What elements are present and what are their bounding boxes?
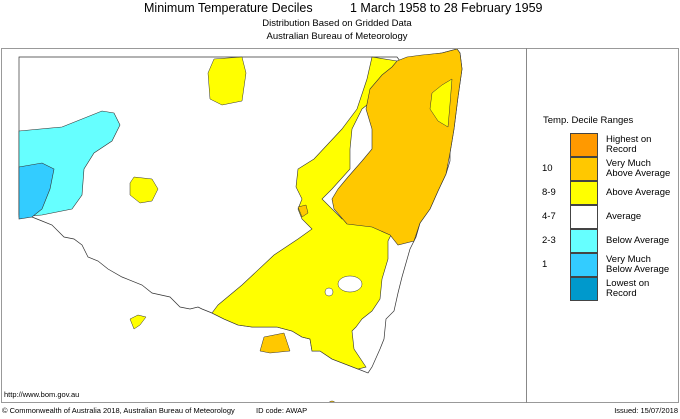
legend-panel: Temp. Decile Ranges — [527, 49, 679, 402]
copyright-text: © Commonwealth of Australia 2018, Austra… — [2, 406, 235, 415]
map-title-bar: Minimum Temperature Deciles 1 March 1958… — [0, 1, 680, 17]
map-title: Minimum Temperature Deciles — [144, 1, 313, 15]
issued-date: Issued: 15/07/2018 — [614, 406, 678, 415]
very-much-above-region-centre — [297, 204, 309, 218]
very-much-below-region — [18, 162, 55, 220]
above-average-region-small — [129, 314, 147, 330]
legend-title: Temp. Decile Ranges — [543, 115, 634, 126]
legend-swatch — [570, 253, 598, 277]
bom-url-link[interactable]: http://www.bom.gov.au — [4, 390, 80, 399]
legend-item-below: 2-3 Below Average — [527, 229, 679, 253]
subtitle-agency: Australian Bureau of Meteorology — [266, 31, 408, 42]
above-average-region-west — [129, 176, 159, 204]
subtitle-distribution: Distribution Based on Gridded Data — [262, 18, 412, 29]
legend-item-very-much-below: 1 Very Much Below Average — [542, 253, 670, 277]
legend-swatch — [570, 157, 598, 181]
very-much-above-region-ne — [331, 49, 463, 246]
nsw-decile-map — [18, 49, 463, 402]
average-hole-1 — [337, 275, 363, 293]
map-frame — [1, 48, 679, 403]
legend-divider — [526, 48, 527, 403]
legend-item-average: 4-7 Average — [527, 205, 679, 229]
above-average-region-north — [207, 56, 247, 106]
legend-item-very-much-above: 10 Very Much Above Average — [542, 157, 671, 181]
average-hole-2 — [324, 287, 334, 297]
legend-swatch — [570, 133, 598, 157]
legend-swatch — [570, 181, 598, 205]
very-much-above-region-south — [259, 332, 291, 354]
id-code: ID code: AWAP — [256, 406, 308, 415]
legend-item-highest: Highest on Record — [527, 133, 679, 157]
legend-item-lowest: Lowest on Record — [527, 277, 679, 301]
legend-swatch — [570, 205, 598, 229]
legend-swatch — [570, 277, 598, 301]
above-average-region-coast — [429, 78, 453, 128]
legend-item-above: 8-9 Above Average — [527, 181, 679, 205]
very-much-above-region-se — [328, 400, 336, 402]
map-period: 1 March 1958 to 28 February 1959 — [350, 1, 543, 15]
legend-swatch — [570, 229, 598, 253]
